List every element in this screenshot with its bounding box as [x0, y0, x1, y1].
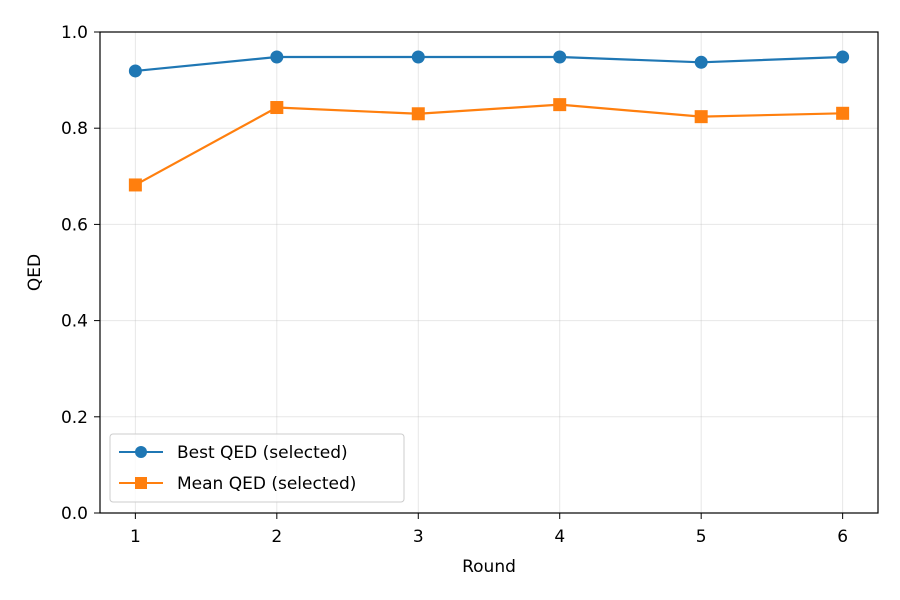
- legend-entry-mean: Mean QED (selected): [119, 474, 356, 494]
- x-tick-label: 2: [271, 527, 282, 547]
- y-tick-label: 0.0: [61, 504, 88, 524]
- data-point-circle: [836, 50, 850, 64]
- data-point-circle: [128, 64, 142, 78]
- x-tick-label: 1: [130, 527, 141, 547]
- x-tick-label: 3: [413, 527, 424, 547]
- data-point-square: [553, 98, 567, 112]
- legend-marker-circle: [135, 446, 147, 458]
- y-tick-label: 0.6: [61, 215, 88, 235]
- x-tick-label: 6: [837, 527, 848, 547]
- data-point-square: [270, 101, 284, 115]
- data-point-circle: [270, 50, 284, 64]
- data-point-square: [836, 106, 850, 120]
- data-point-circle: [694, 55, 708, 69]
- x-axis-label: Round: [462, 557, 516, 577]
- series-layer: [128, 50, 850, 192]
- series-line-0: [135, 55, 843, 73]
- legend-label-mean: Mean QED (selected): [177, 474, 356, 494]
- y-tick-label: 0.2: [61, 408, 88, 428]
- y-tick-label: 0.4: [61, 312, 88, 332]
- data-point-circle: [553, 50, 567, 64]
- data-point-square: [694, 110, 708, 124]
- data-point-square: [411, 107, 425, 121]
- y-tick-label: 0.8: [61, 119, 88, 139]
- y-tick-label: 1.0: [61, 23, 88, 43]
- y-axis-label: QED: [25, 254, 45, 291]
- legend-entry-best: Best QED (selected): [119, 443, 348, 463]
- x-tick-label: 4: [554, 527, 565, 547]
- plot-frame: [99, 31, 879, 514]
- legend-box: [109, 433, 405, 503]
- series-line-1: [134, 103, 843, 186]
- ticks: 1 2 3 4 5 6 0.0 0.2 0.4 0.6 0.8 1.0: [61, 23, 848, 547]
- x-tick-label: 5: [696, 527, 707, 547]
- data-point-circle: [411, 50, 425, 64]
- legend-marker-square: [135, 477, 147, 489]
- data-point-square: [128, 178, 142, 192]
- legend: Best QED (selected) Mean QED (selected): [109, 433, 405, 503]
- legend-label-best: Best QED (selected): [177, 443, 348, 463]
